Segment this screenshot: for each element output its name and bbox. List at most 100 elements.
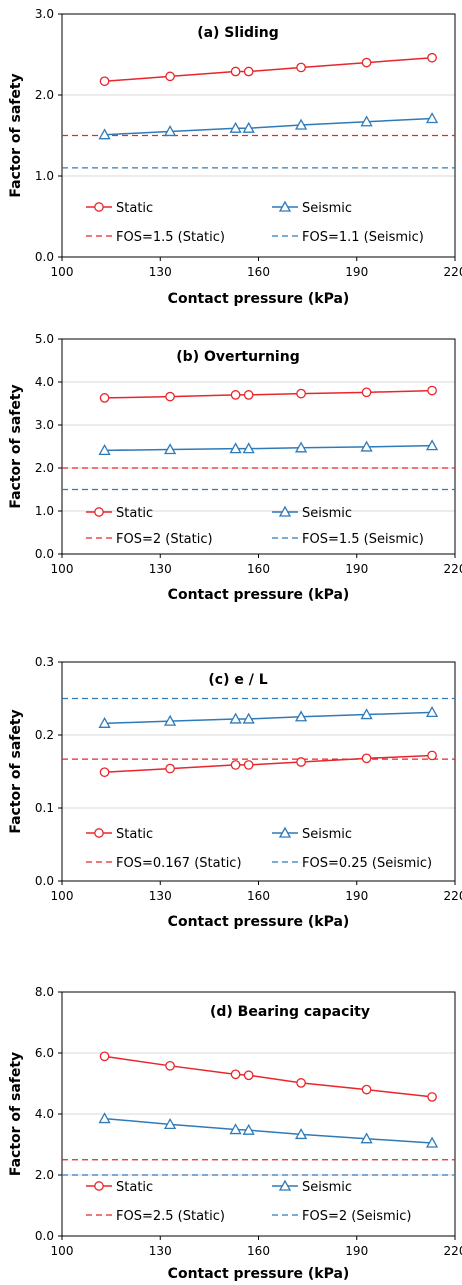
data-point bbox=[98, 128, 111, 140]
data-point bbox=[243, 1070, 254, 1081]
data-point bbox=[229, 712, 242, 724]
y-axis-title: Factor of safety bbox=[8, 73, 24, 197]
data-point bbox=[229, 442, 242, 454]
legend-label: FOS=1.5 (Seismic) bbox=[302, 532, 424, 547]
data-point bbox=[294, 1128, 308, 1140]
chart-bearing-capacity: 0.0 2.0 4.0 6.0 8.0 100 130 160 190 220 Static Seis… bbox=[8, 985, 462, 1282]
y-tick-label: 1.0 bbox=[35, 504, 54, 518]
legend-label: Seismic bbox=[302, 827, 352, 842]
legend-label: FOS=0.167 (Static) bbox=[116, 856, 242, 871]
y-tick-label: 5.0 bbox=[35, 332, 54, 346]
legend-marker bbox=[278, 200, 292, 212]
data-point bbox=[242, 712, 255, 724]
x-tick-label: 220 bbox=[444, 1244, 462, 1258]
data-point bbox=[165, 1060, 175, 1071]
data-point bbox=[427, 52, 437, 63]
data-point bbox=[99, 1051, 110, 1062]
y-tick-label: 2.0 bbox=[35, 88, 54, 102]
data-point bbox=[427, 385, 437, 396]
x-tick-label: 100 bbox=[51, 889, 74, 903]
chart-overturning: 0.0 1.0 2.0 3.0 4.0 5.0 100 130 160 190 220 Static S… bbox=[8, 332, 462, 603]
y-tick-label: 0.1 bbox=[35, 801, 54, 815]
series-line bbox=[104, 117, 433, 136]
x-tick-label: 220 bbox=[444, 265, 462, 279]
x-tick-label: 100 bbox=[51, 562, 74, 576]
legend-label: Static bbox=[116, 506, 153, 521]
legend-marker bbox=[94, 507, 104, 517]
y-tick-label: 0.3 bbox=[35, 655, 54, 669]
data-point bbox=[294, 710, 308, 722]
data-point bbox=[425, 112, 439, 124]
data-point bbox=[163, 443, 177, 455]
series-line bbox=[104, 444, 433, 452]
data-point bbox=[165, 391, 175, 402]
x-tick-label: 130 bbox=[149, 889, 172, 903]
x-axis-title: Contact pressure (kPa) bbox=[168, 914, 350, 930]
data-point bbox=[361, 387, 372, 398]
data-point bbox=[230, 390, 241, 400]
y-tick-label: 0.0 bbox=[35, 547, 54, 561]
data-point bbox=[296, 388, 306, 399]
x-tick-label: 130 bbox=[149, 265, 172, 279]
legend-marker bbox=[278, 1179, 292, 1191]
series-line bbox=[104, 1055, 433, 1098]
data-point bbox=[229, 121, 242, 133]
y-tick-label: 6.0 bbox=[35, 1046, 54, 1060]
data-point bbox=[99, 767, 110, 778]
x-axis-title: Contact pressure (kPa) bbox=[168, 587, 350, 603]
y-tick-label: 0.0 bbox=[35, 250, 54, 264]
data-point bbox=[360, 708, 373, 720]
chart-sliding: 0.0 1.0 2.0 3.0 100 130 160 190 220 Static Seismic… bbox=[8, 7, 462, 307]
data-point bbox=[361, 57, 372, 68]
y-tick-label: 1.0 bbox=[35, 169, 54, 183]
y-tick-label: 4.0 bbox=[35, 1107, 54, 1121]
legend-label: Seismic bbox=[302, 1180, 352, 1195]
x-tick-label: 190 bbox=[345, 265, 368, 279]
data-point bbox=[296, 1078, 306, 1088]
x-tick-label: 100 bbox=[51, 265, 74, 279]
legend-label: FOS=1.1 (Seismic) bbox=[302, 230, 424, 245]
y-axis-title: Factor of safety bbox=[8, 709, 24, 833]
legend-label: Static bbox=[116, 1180, 153, 1195]
data-point bbox=[294, 118, 308, 130]
data-point bbox=[163, 125, 177, 137]
data-point bbox=[98, 716, 111, 728]
x-axis-title: Contact pressure (kPa) bbox=[168, 291, 350, 307]
legend-marker bbox=[94, 1181, 104, 1191]
data-point bbox=[360, 115, 373, 127]
y-tick-label: 0.0 bbox=[35, 874, 54, 888]
data-point bbox=[99, 76, 110, 87]
x-tick-label: 130 bbox=[149, 562, 172, 576]
legend-marker bbox=[278, 505, 292, 517]
legend-marker bbox=[94, 202, 104, 212]
legend-label: FOS=1.5 (Static) bbox=[116, 230, 225, 245]
x-axis-title: Contact pressure (kPa) bbox=[168, 1266, 350, 1282]
data-point bbox=[296, 757, 306, 767]
data-point bbox=[361, 753, 372, 764]
data-point bbox=[243, 66, 254, 77]
x-tick-label: 130 bbox=[149, 1244, 172, 1258]
y-tick-label: 2.0 bbox=[35, 461, 54, 475]
x-tick-label: 220 bbox=[444, 562, 462, 576]
x-tick-label: 160 bbox=[247, 889, 270, 903]
series-line bbox=[104, 1117, 433, 1144]
data-point bbox=[98, 444, 111, 456]
x-tick-label: 100 bbox=[51, 1244, 74, 1258]
data-point bbox=[230, 66, 241, 77]
data-point bbox=[230, 760, 241, 770]
data-point bbox=[165, 71, 175, 82]
legend-label: Seismic bbox=[302, 506, 352, 521]
series-line bbox=[104, 754, 433, 773]
plot-frame bbox=[61, 991, 456, 1237]
data-point bbox=[242, 442, 255, 454]
legend-label: Static bbox=[116, 827, 153, 842]
data-point bbox=[243, 390, 254, 400]
x-tick-label: 160 bbox=[247, 562, 270, 576]
chart-e-over-l: 0.0 0.1 0.2 0.3 100 130 160 190 220 Static Seismic… bbox=[8, 655, 462, 930]
data-point bbox=[242, 121, 255, 133]
data-point bbox=[427, 1092, 437, 1102]
y-tick-label: 2.0 bbox=[35, 1168, 54, 1182]
chart-title: (a) Sliding bbox=[197, 25, 279, 41]
data-point bbox=[427, 750, 437, 761]
